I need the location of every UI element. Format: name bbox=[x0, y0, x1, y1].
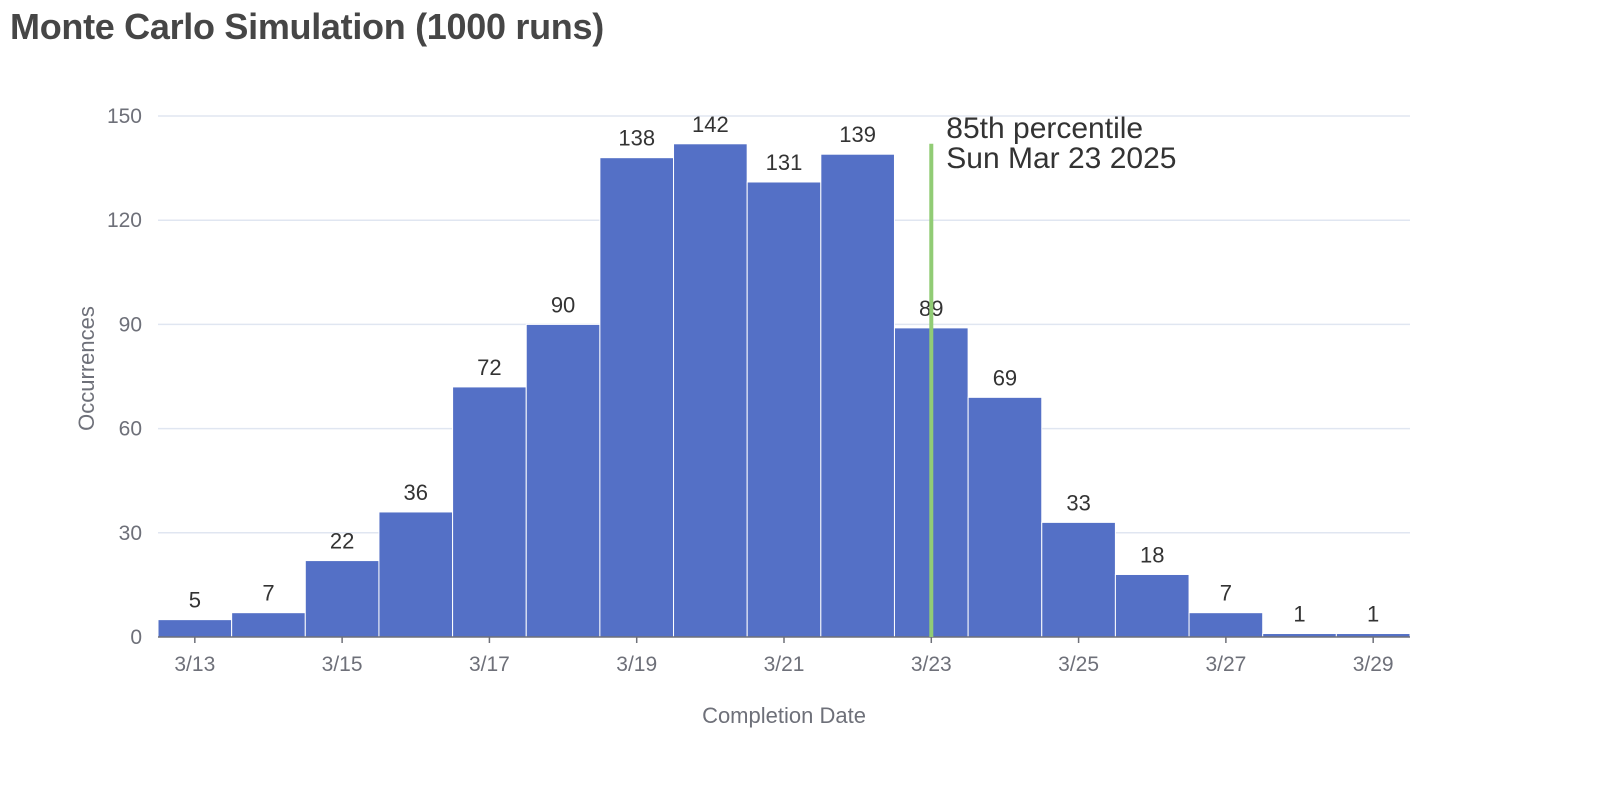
bar-value-label: 90 bbox=[551, 292, 575, 317]
x-tick-label: 3/23 bbox=[911, 653, 952, 676]
x-tick-label: 3/25 bbox=[1058, 653, 1099, 676]
bar-value-label: 22 bbox=[330, 529, 354, 554]
bar bbox=[599, 157, 675, 638]
x-tick-label: 3/17 bbox=[469, 653, 510, 676]
y-tick-label: 30 bbox=[119, 522, 142, 545]
bar bbox=[673, 143, 748, 638]
bar-value-label: 69 bbox=[993, 365, 1017, 390]
bar-value-label: 36 bbox=[404, 480, 428, 505]
bar bbox=[231, 612, 306, 638]
y-tick-label: 90 bbox=[119, 313, 142, 336]
chart-title: Monte Carlo Simulation (1000 runs) bbox=[10, 6, 604, 47]
bar-value-label: 131 bbox=[766, 150, 803, 175]
bar bbox=[1041, 521, 1116, 638]
bar bbox=[1114, 573, 1190, 638]
x-tick-label: 3/13 bbox=[174, 653, 215, 676]
y-tick-label: 150 bbox=[107, 105, 142, 128]
bar-value-label: 142 bbox=[692, 112, 729, 137]
bar-labels: 572236729013814213113989693318711 bbox=[189, 112, 1380, 627]
bar bbox=[967, 396, 1043, 638]
bar bbox=[1188, 612, 1264, 638]
bar bbox=[525, 323, 601, 638]
bar-value-label: 7 bbox=[1220, 581, 1232, 606]
bar bbox=[157, 619, 233, 638]
bar-value-label: 18 bbox=[1140, 542, 1164, 567]
bar bbox=[820, 153, 895, 638]
bar-value-label: 1 bbox=[1367, 602, 1379, 627]
y-tick-label: 0 bbox=[130, 626, 142, 649]
axes: 0 30 60 90 120 150 3/13 3/15 3/17 3/19 3/21 3/23 3/2… bbox=[107, 105, 1410, 676]
y-tick-label: 60 bbox=[119, 418, 142, 441]
bar-value-label: 7 bbox=[262, 581, 274, 606]
bar-value-label: 1 bbox=[1293, 602, 1305, 627]
percentile-date-label: Sun Mar 23 2025 bbox=[946, 142, 1176, 175]
bar-value-label: 72 bbox=[477, 355, 501, 380]
x-tick-label: 3/29 bbox=[1353, 653, 1394, 676]
bar-value-label: 138 bbox=[618, 126, 655, 151]
bar-value-label: 5 bbox=[189, 588, 201, 613]
x-tick-label: 3/21 bbox=[764, 653, 805, 676]
bar bbox=[746, 181, 822, 638]
bar-value-label: 33 bbox=[1066, 490, 1090, 515]
x-axis-title: Completion Date bbox=[702, 703, 866, 728]
x-tick-label: 3/15 bbox=[322, 653, 363, 676]
y-axis-title: Occurrences bbox=[74, 306, 99, 431]
y-tick-label: 120 bbox=[107, 209, 142, 232]
bar-value-label: 139 bbox=[839, 122, 876, 147]
bar bbox=[378, 511, 454, 638]
bar bbox=[304, 560, 380, 638]
x-tick-label: 3/19 bbox=[616, 653, 657, 676]
bar bbox=[452, 386, 527, 638]
percentile-label: 85th percentile bbox=[946, 112, 1143, 145]
bars bbox=[157, 143, 1411, 638]
x-tick-label: 3/27 bbox=[1205, 653, 1246, 676]
